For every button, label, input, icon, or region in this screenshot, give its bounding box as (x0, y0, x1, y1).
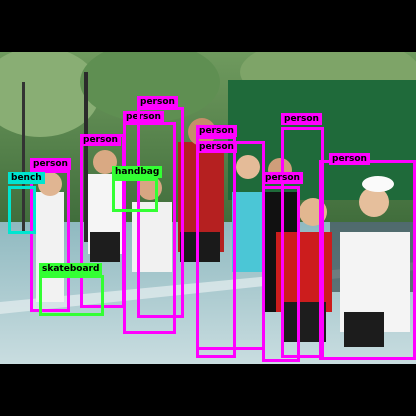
handbag-label: handbag (112, 166, 163, 178)
skateboard-label: skateboard (39, 263, 103, 275)
tennis-group-photo (0, 52, 416, 364)
photo (0, 52, 416, 364)
bench-label: bench (8, 172, 45, 184)
person-label: person (196, 141, 237, 153)
person-label: person (30, 158, 71, 170)
person-label: person (80, 134, 121, 146)
person-label: person (281, 113, 322, 125)
person-label: person (329, 153, 370, 165)
person-label: person (262, 172, 303, 184)
person-label: person (123, 111, 164, 123)
person-label: person (137, 96, 178, 108)
person-label: person (196, 125, 237, 137)
